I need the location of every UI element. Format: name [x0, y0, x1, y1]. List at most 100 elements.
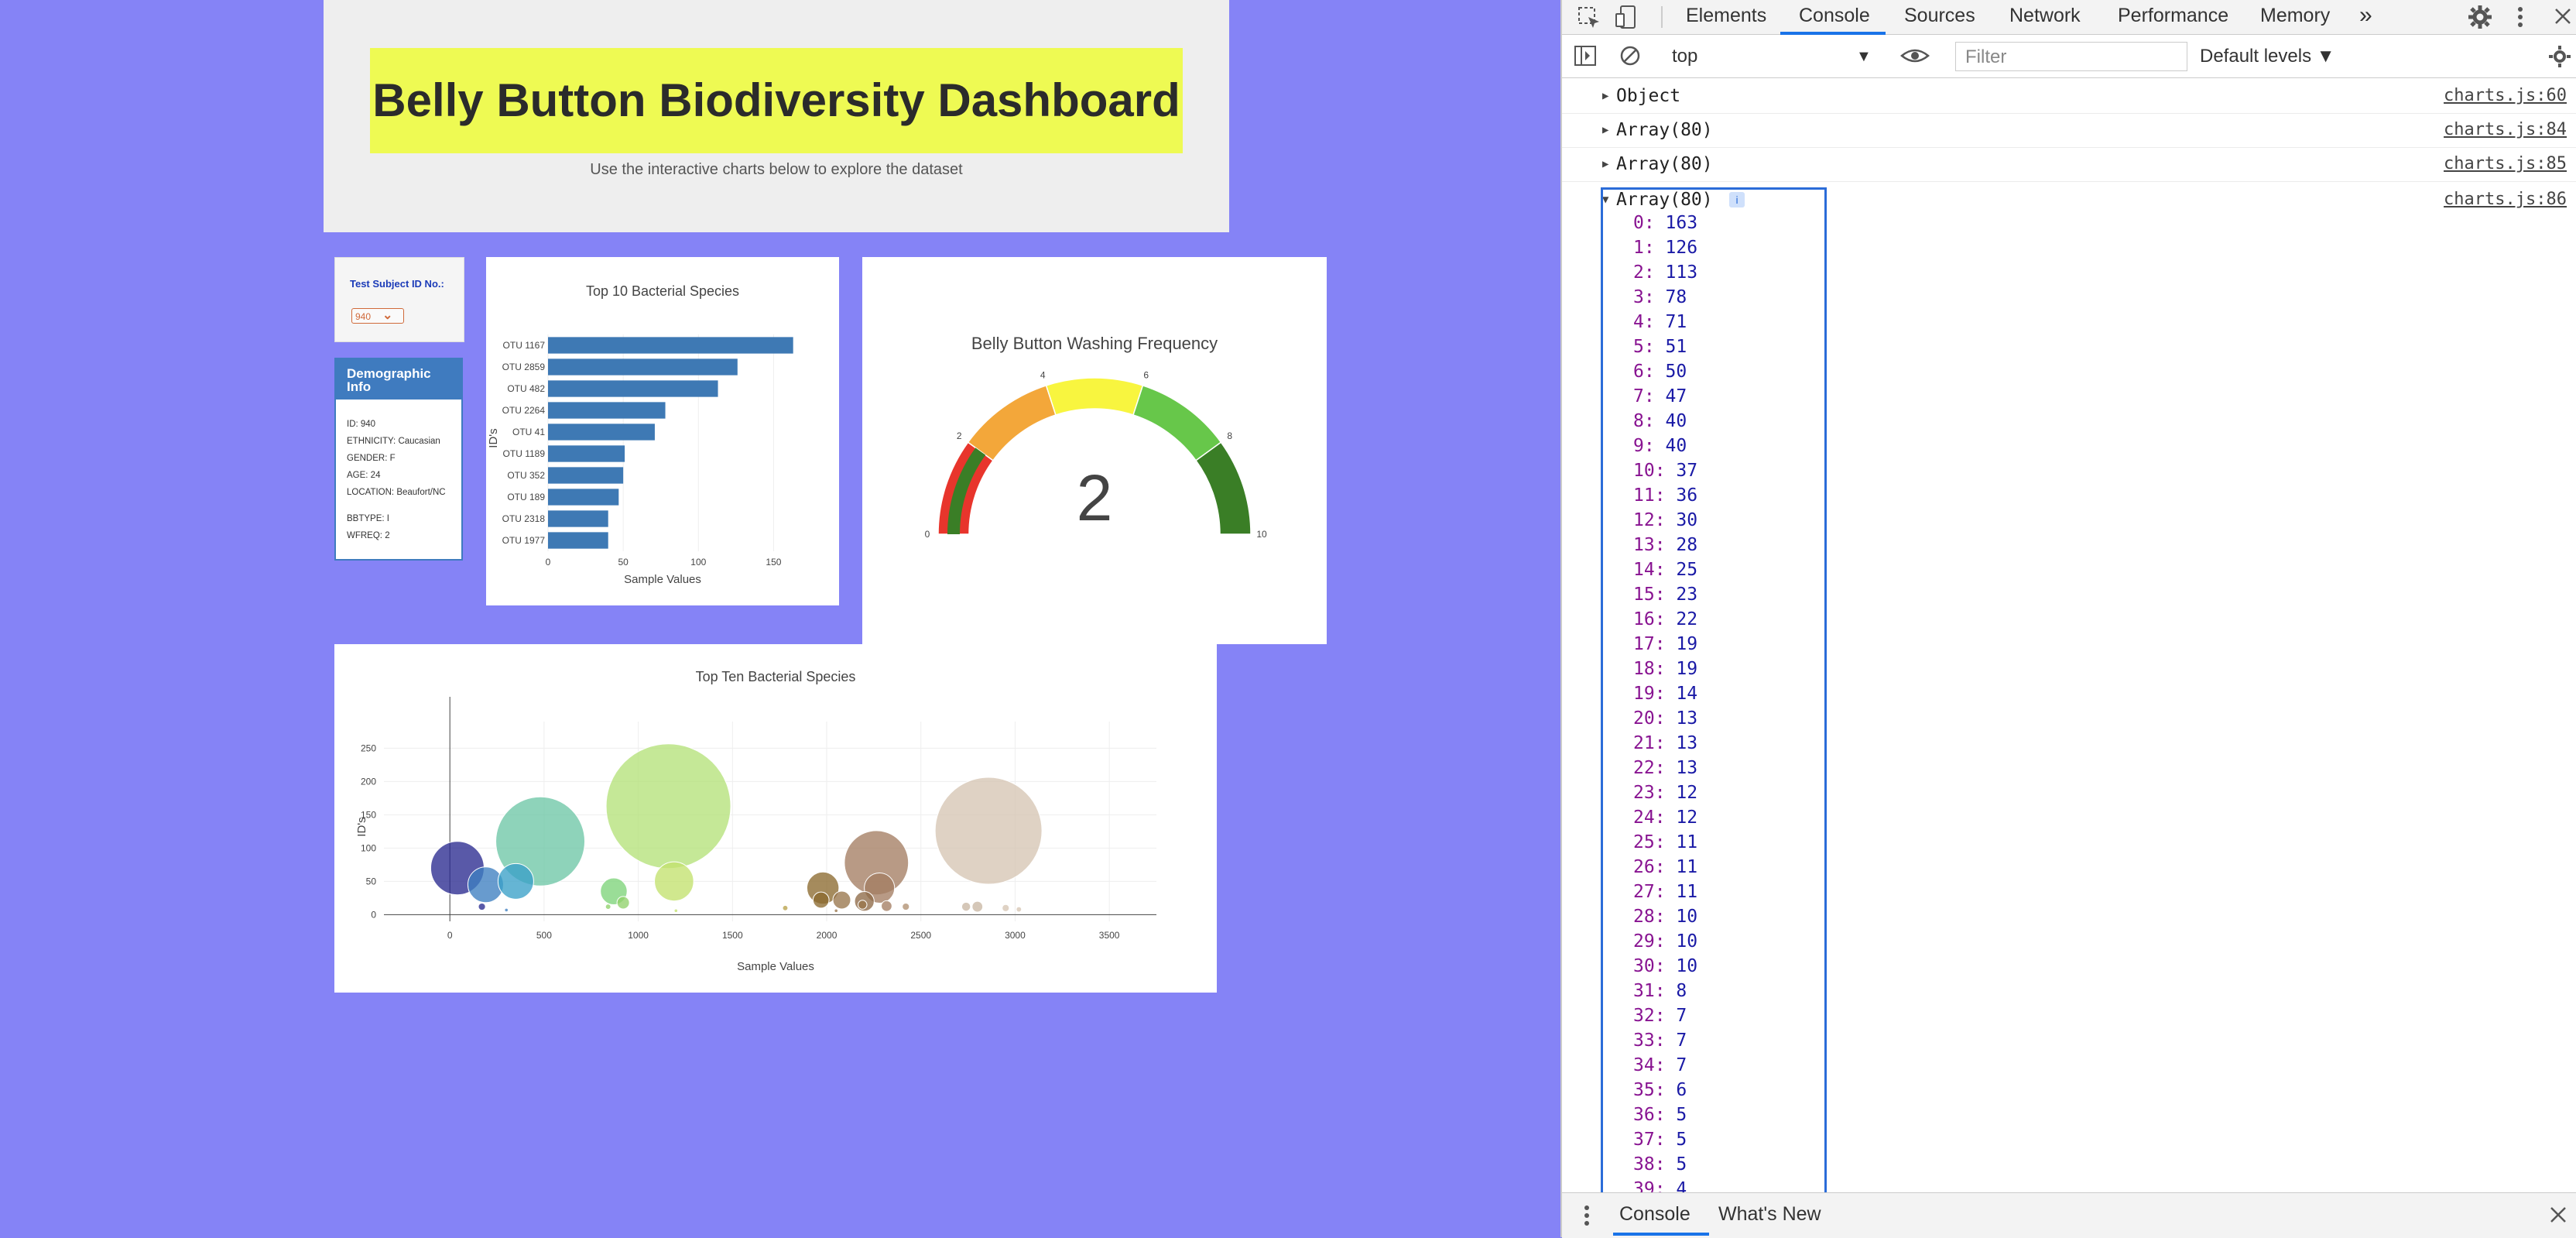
eye-icon[interactable]: [1899, 43, 1930, 68]
title-highlight: Belly Button Biodiversity Dashboard: [370, 48, 1183, 153]
bar[interactable]: [548, 489, 619, 506]
bubble[interactable]: [504, 907, 509, 913]
console-message[interactable]: ▶ Object charts.js:60: [1562, 79, 2576, 114]
array-entry: 34: 7: [1633, 1055, 1687, 1075]
console-message[interactable]: ▶ Array(80) charts.js:85: [1562, 147, 2576, 182]
bar[interactable]: [548, 445, 625, 462]
bubble[interactable]: [605, 743, 731, 869]
array-entry: 0: 163: [1633, 213, 1698, 233]
clear-console-icon[interactable]: [1618, 43, 1643, 68]
collapse-arrow-icon[interactable]: ▼: [1602, 194, 1609, 206]
bubble[interactable]: [812, 891, 830, 909]
source-link[interactable]: charts.js:86: [2444, 190, 2567, 209]
bubble[interactable]: [934, 777, 1043, 885]
bubble[interactable]: [832, 890, 851, 910]
bubble[interactable]: [654, 861, 694, 902]
tab-performance[interactable]: Performance: [2118, 5, 2229, 26]
array-entry: 3: 78: [1633, 287, 1687, 307]
bar[interactable]: [548, 358, 738, 376]
console-filter-input[interactable]: Filter: [1955, 42, 2187, 71]
source-link[interactable]: charts.js:85: [2444, 154, 2567, 173]
demographic-heading: Demographic Info: [336, 359, 461, 400]
array-entry: 14: 25: [1633, 560, 1698, 580]
gauge-chart[interactable]: Belly Button Washing Frequency 0 2 4 6 8 10 2: [862, 257, 1327, 644]
array-entry: 25: 11: [1633, 832, 1698, 852]
bubble[interactable]: [902, 902, 910, 911]
x-tick-label: 50: [618, 557, 629, 568]
bar[interactable]: [548, 424, 655, 441]
info-badge-icon[interactable]: i: [1729, 192, 1745, 207]
tab-elements[interactable]: Elements: [1686, 5, 1767, 26]
drawer-tab-whats-new[interactable]: What's New: [1718, 1203, 1821, 1225]
y-tick-label: 250: [361, 742, 376, 753]
bar[interactable]: [548, 510, 608, 527]
bubble[interactable]: [881, 900, 892, 912]
y-tick-label: 150: [361, 809, 376, 820]
bubble[interactable]: [834, 908, 838, 914]
gauge-title: Belly Button Washing Frequency: [971, 334, 1218, 353]
bubble[interactable]: [1016, 906, 1023, 913]
console-message-expanded[interactable]: ▼ Array(80) i charts.js:86: [1562, 183, 2576, 217]
bubble-chart-card: Top Ten Bacterial Species Sample Values …: [334, 644, 1217, 993]
expand-arrow-icon[interactable]: ▶: [1602, 158, 1609, 170]
bar[interactable]: [548, 337, 793, 354]
gauge-step: [1132, 384, 1222, 461]
devtools-drawer-bar: [1562, 1192, 2576, 1238]
tab-network[interactable]: Network: [2009, 5, 2081, 26]
x-tick-label: 0: [546, 557, 551, 568]
caret-down-icon[interactable]: ▼: [1856, 48, 1872, 65]
gauge-card: Belly Button Washing Frequency 0 2 4 6 8 10 2: [862, 257, 1327, 644]
gauge-tick-label: 8: [1227, 430, 1232, 441]
tab-console[interactable]: Console: [1799, 5, 1870, 26]
bubble[interactable]: [1002, 904, 1010, 912]
device-toggle-icon[interactable]: [1613, 3, 1641, 31]
more-tabs-icon[interactable]: »: [2359, 2, 2372, 28]
expand-arrow-icon[interactable]: ▶: [1602, 90, 1609, 102]
gauge-step: [967, 384, 1057, 461]
log-levels-select[interactable]: Default levels ▼: [2200, 46, 2335, 67]
bar-category-label: OTU 1977: [502, 535, 546, 546]
expand-arrow-icon[interactable]: ▶: [1602, 124, 1609, 136]
bar-category-label: OTU 41: [512, 427, 545, 437]
inspect-element-icon[interactable]: [1574, 3, 1602, 31]
kebab-menu-icon[interactable]: [2511, 3, 2530, 31]
settings-gear-icon[interactable]: [2466, 3, 2494, 31]
chevron-down-icon[interactable]: ⌄: [382, 309, 393, 322]
source-link[interactable]: charts.js:84: [2444, 120, 2567, 139]
console-message[interactable]: ▶ Array(80) charts.js:84: [1562, 113, 2576, 148]
gauge-step: [1195, 441, 1252, 535]
drawer-tab-console[interactable]: Console: [1619, 1203, 1690, 1225]
array-entry: 31: 8: [1633, 981, 1687, 1001]
sidebar-toggle-icon[interactable]: [1573, 43, 1598, 68]
bubble[interactable]: [782, 904, 789, 911]
bar[interactable]: [548, 402, 666, 419]
array-entry: 5: 51: [1633, 337, 1687, 357]
bubble[interactable]: [961, 901, 971, 912]
source-link[interactable]: charts.js:60: [2444, 86, 2567, 105]
bubble[interactable]: [673, 908, 679, 914]
bubble-chart[interactable]: Top Ten Bacterial Species Sample Values …: [334, 644, 1217, 993]
array-entry: 23: 12: [1633, 783, 1698, 803]
tab-sources[interactable]: Sources: [1904, 5, 1975, 26]
array-entry: 30: 10: [1633, 956, 1698, 976]
bubble[interactable]: [605, 904, 611, 910]
bubble[interactable]: [478, 902, 486, 911]
close-drawer-icon[interactable]: [2547, 1203, 2570, 1226]
demo-gender: GENDER: F: [347, 454, 396, 463]
console-settings-icon[interactable]: [2547, 43, 2573, 70]
bubble[interactable]: [616, 896, 630, 910]
bar[interactable]: [548, 532, 608, 549]
subject-id-select[interactable]: 940: [351, 308, 404, 324]
context-select[interactable]: top: [1672, 46, 1698, 67]
bar[interactable]: [548, 380, 718, 397]
bar[interactable]: [548, 467, 624, 484]
gauge-value-bar: [947, 448, 986, 534]
bar-chart[interactable]: Top 10 Bacterial Species Sample Values I…: [486, 257, 839, 605]
tab-memory[interactable]: Memory: [2260, 5, 2331, 26]
bubble[interactable]: [497, 862, 534, 900]
bubble[interactable]: [971, 900, 984, 913]
close-devtools-icon[interactable]: [2551, 5, 2574, 28]
bubble[interactable]: [858, 900, 868, 910]
bar-category-label: OTU 2318: [502, 513, 546, 524]
drawer-menu-icon[interactable]: [1579, 1203, 1595, 1228]
